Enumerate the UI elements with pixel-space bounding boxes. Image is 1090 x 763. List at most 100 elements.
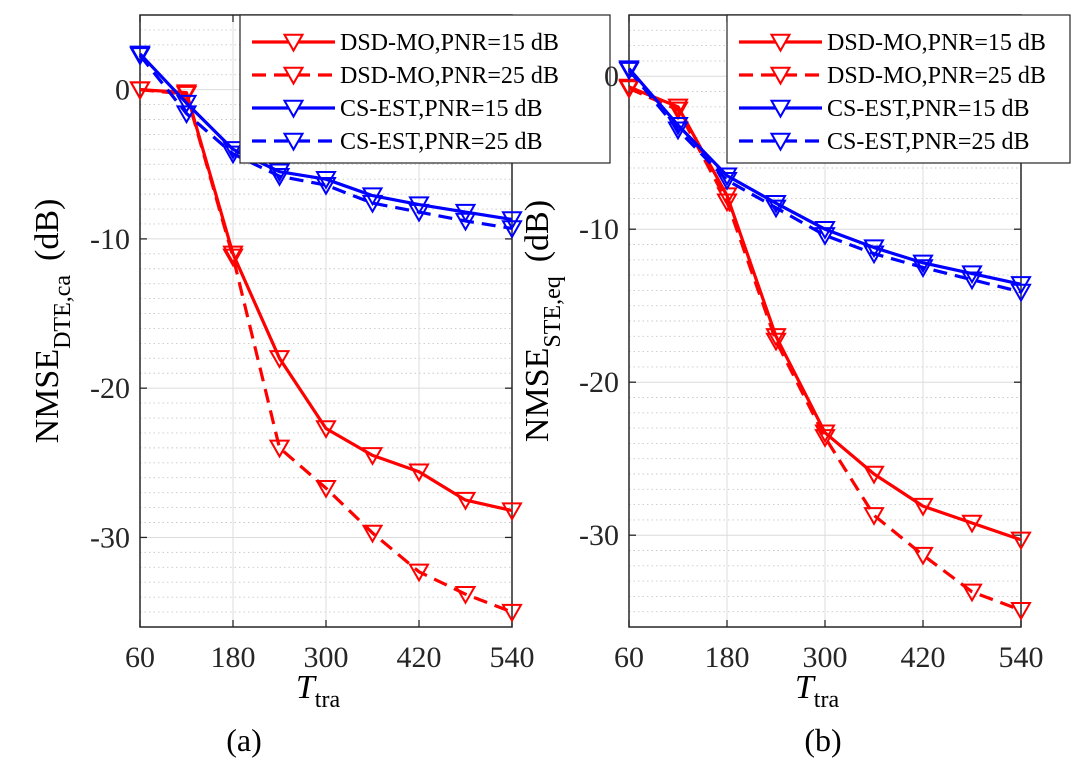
y-tick-label: -20: [90, 372, 130, 405]
x-axis-label: Ttra: [795, 669, 840, 713]
legend-marker: [282, 132, 305, 152]
data-point-marker: [454, 585, 477, 605]
data-point-marker: [716, 193, 738, 213]
legend-label: CS-EST,PNR=15 dB: [340, 96, 542, 122]
data-point-marker: [1010, 601, 1032, 621]
series-line-1: [139, 88, 513, 614]
data-point-marker: [222, 145, 244, 165]
x-tick-label: 300: [304, 641, 349, 674]
data-point-marker: [175, 94, 198, 114]
data-point-marker: [912, 497, 934, 517]
y-tick-label: 0: [115, 74, 130, 107]
series-line-3: [627, 69, 1022, 294]
legend-marker: [282, 33, 305, 53]
data-point-marker: [129, 81, 151, 101]
legend-marker: [282, 66, 305, 86]
data-point-marker: [361, 194, 384, 214]
data-point-marker: [454, 203, 477, 223]
data-point-marker: [315, 170, 337, 190]
x-axis-label: Ttra: [296, 669, 341, 713]
legend-box: [239, 14, 611, 164]
legend-marker: [769, 33, 792, 53]
data-point-marker: [765, 199, 787, 219]
legend-label: DSD-MO,PNR=15 dB: [827, 30, 1046, 56]
data-point-marker: [765, 332, 787, 352]
data-point-marker: [408, 563, 430, 583]
data-point-marker: [912, 546, 934, 566]
data-point-marker: [912, 254, 934, 274]
data-point-marker: [765, 194, 787, 214]
data-point-marker: [454, 491, 477, 511]
legend: DSD-MO,PNR=15 dB DSD-MO,PNR=25 dB CS-EST,P…: [726, 14, 1071, 164]
data-point-marker: [618, 61, 640, 81]
data-point-marker: [814, 227, 836, 246]
data-point-marker: [863, 245, 885, 265]
data-point-marker: [814, 221, 836, 240]
data-point-marker: [408, 203, 430, 223]
y-axis-label: NMSEDTE,ca(dB): [29, 199, 76, 444]
data-point-marker: [667, 121, 689, 141]
data-point-marker: [501, 220, 523, 240]
data-point-marker: [814, 424, 836, 444]
data-point-marker: [315, 420, 337, 440]
data-point-marker: [361, 524, 384, 544]
data-point-marker: [863, 465, 885, 485]
y-tick-label: -10: [579, 213, 619, 246]
legend-marker: [769, 132, 792, 152]
y-tick-label: -30: [579, 519, 619, 552]
data-point-marker: [175, 105, 198, 125]
x-tick-label: 180: [705, 641, 750, 674]
series-line-2: [627, 67, 1022, 286]
data-point-marker: [1010, 531, 1032, 551]
data-point-marker: [863, 507, 885, 526]
data-point-marker: [501, 603, 523, 623]
data-point-marker: [222, 248, 244, 268]
legend-label: DSD-MO,PNR=15 dB: [340, 30, 559, 56]
data-point-marker: [814, 429, 836, 448]
data-point-marker: [765, 328, 787, 347]
data-point-marker: [961, 583, 983, 603]
panel-caption: (a): [226, 722, 262, 758]
x-tick-label: 300: [803, 641, 848, 674]
x-tick-label: 60: [125, 641, 155, 674]
y-tick-label: -10: [90, 223, 130, 256]
y-tick-label: 0: [604, 60, 619, 93]
y-tick-label: -20: [579, 366, 619, 399]
data-point-marker: [222, 245, 244, 265]
data-point-marker: [618, 80, 640, 100]
legend-marker: [282, 99, 305, 119]
x-tick-label: 540: [490, 641, 535, 674]
data-point-marker: [1010, 283, 1032, 303]
data-point-marker: [175, 85, 198, 105]
data-point-marker: [268, 439, 291, 459]
y-axis-label: NMSESTE,eq(dB): [519, 200, 566, 442]
data-point-marker: [667, 101, 689, 121]
x-tick-label: 420: [901, 641, 946, 674]
data-point-marker: [961, 265, 983, 285]
data-point-marker: [912, 259, 934, 279]
data-point-marker: [716, 172, 738, 191]
data-point-marker: [129, 47, 151, 66]
data-point-marker: [408, 463, 430, 483]
panel-caption: (b): [804, 722, 841, 758]
legend-marker: [769, 99, 792, 119]
series-line-3: [138, 54, 513, 231]
data-point-marker: [361, 447, 384, 466]
legend-label: DSD-MO,PNR=25 dB: [340, 63, 559, 89]
legend-label: DSD-MO,PNR=25 dB: [827, 63, 1046, 89]
legend: DSD-MO,PNR=15 dB DSD-MO,PNR=25 dB CS-EST,P…: [239, 14, 611, 164]
legend-label: CS-EST,PNR=25 dB: [340, 129, 542, 155]
data-point-marker: [454, 212, 477, 232]
x-tick-label: 420: [397, 641, 442, 674]
data-point-marker: [222, 141, 244, 160]
data-point-marker: [268, 168, 291, 187]
data-point-marker: [863, 239, 885, 259]
legend-label: CS-EST,PNR=15 dB: [827, 96, 1029, 122]
data-point-marker: [961, 271, 983, 291]
x-tick-label: 180: [211, 641, 256, 674]
data-point-marker: [961, 514, 983, 534]
x-tick-label: 60: [614, 641, 644, 674]
series-line-0: [628, 85, 1022, 542]
data-point-marker: [315, 176, 337, 196]
